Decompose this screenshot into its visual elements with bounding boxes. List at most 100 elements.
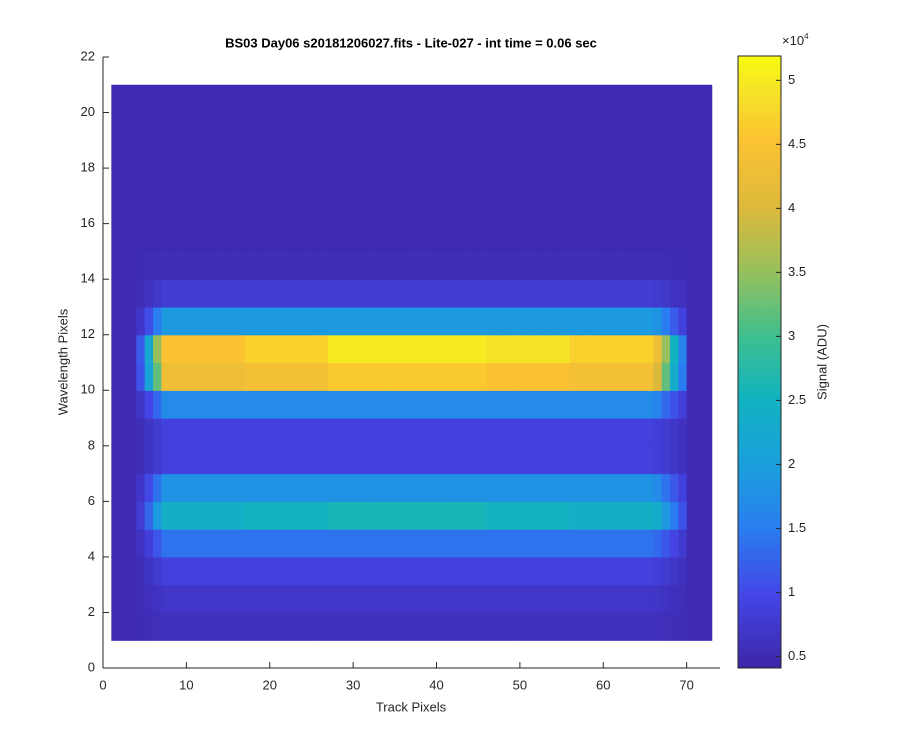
cell	[478, 584, 488, 614]
cell	[344, 112, 354, 141]
cell	[228, 445, 238, 475]
cell	[336, 334, 346, 364]
colorbar-label: Signal (ADU)	[814, 324, 829, 400]
cell	[678, 279, 688, 308]
cell	[278, 362, 288, 391]
cell	[469, 279, 479, 308]
cell	[603, 473, 613, 502]
cell	[461, 584, 471, 614]
cell	[469, 112, 479, 141]
cell	[478, 612, 488, 641]
cell	[461, 306, 471, 336]
cell	[511, 140, 521, 169]
cell	[553, 445, 563, 475]
cell	[644, 112, 654, 141]
cell	[419, 418, 429, 447]
cell	[444, 306, 454, 336]
cell	[469, 473, 479, 502]
cell	[519, 556, 529, 586]
cell	[544, 112, 554, 141]
cell	[169, 362, 179, 391]
cell	[544, 418, 554, 447]
cell	[561, 251, 571, 280]
cell	[269, 223, 279, 253]
cell	[194, 334, 204, 364]
cell	[161, 501, 171, 530]
cell	[461, 223, 471, 253]
cell	[111, 529, 121, 558]
cell	[278, 473, 288, 502]
cell	[661, 223, 671, 253]
cell	[703, 473, 713, 502]
cell	[528, 223, 538, 253]
cell	[294, 223, 304, 253]
cell	[611, 584, 621, 614]
cell	[386, 556, 396, 586]
cell	[419, 501, 429, 530]
cell	[344, 279, 354, 308]
cell	[586, 334, 596, 364]
cell	[594, 362, 604, 391]
cell	[319, 418, 329, 447]
cell	[561, 306, 571, 336]
cell	[611, 306, 621, 336]
cell	[653, 195, 663, 225]
cell	[578, 445, 588, 475]
cell	[311, 195, 321, 225]
cell	[353, 223, 363, 253]
cell	[403, 418, 413, 447]
cell	[661, 529, 671, 558]
cell	[186, 334, 196, 364]
cell	[478, 112, 488, 141]
cell	[444, 84, 454, 114]
cell	[153, 612, 162, 641]
cell	[528, 529, 538, 558]
cell	[669, 168, 679, 197]
y-tick-label: 18	[81, 160, 95, 175]
cell	[703, 445, 713, 475]
cell	[394, 84, 404, 114]
cell	[253, 140, 263, 169]
cell	[553, 306, 563, 336]
cell	[619, 584, 629, 614]
cell	[294, 556, 304, 586]
colorbar-tick-label: 1	[788, 584, 795, 599]
cell	[561, 279, 571, 308]
cell	[244, 473, 254, 502]
cell	[278, 501, 288, 530]
cell	[478, 445, 488, 475]
cell	[303, 584, 313, 614]
cell	[286, 334, 296, 364]
cell	[278, 612, 288, 641]
cell	[519, 140, 529, 169]
colorbar	[737, 55, 782, 669]
cell	[261, 334, 271, 364]
cell	[219, 112, 229, 141]
cell	[244, 140, 254, 169]
cell	[186, 390, 196, 419]
x-tick-label: 50	[513, 677, 527, 692]
cell	[444, 223, 454, 253]
cell	[186, 112, 196, 141]
cell	[153, 84, 162, 114]
cell	[686, 418, 696, 447]
cell	[469, 140, 479, 169]
cell	[411, 140, 421, 169]
cell	[303, 556, 313, 586]
cell	[169, 529, 179, 558]
cell	[544, 445, 554, 475]
cell	[128, 390, 137, 419]
cell	[211, 223, 221, 253]
cell	[336, 501, 346, 530]
cell	[661, 418, 671, 447]
cell	[453, 84, 463, 114]
cell	[203, 445, 212, 475]
cell	[378, 445, 388, 475]
cell	[336, 612, 346, 641]
cell	[686, 612, 696, 641]
cell	[303, 418, 313, 447]
cell	[128, 112, 137, 141]
cell	[394, 168, 404, 197]
cell	[494, 390, 504, 419]
cell	[311, 112, 321, 141]
